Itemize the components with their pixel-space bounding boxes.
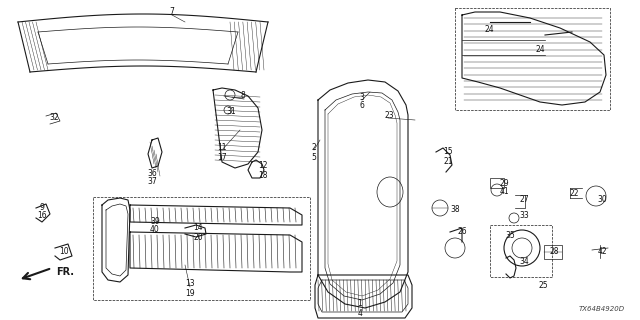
Text: 28: 28	[549, 247, 559, 257]
Text: 7: 7	[170, 7, 175, 17]
Text: 16: 16	[37, 212, 47, 220]
Text: 5: 5	[312, 153, 316, 162]
Text: 33: 33	[519, 212, 529, 220]
Text: 11: 11	[217, 143, 227, 153]
Text: 26: 26	[457, 228, 467, 236]
Text: 17: 17	[217, 153, 227, 162]
Text: 42: 42	[597, 247, 607, 257]
Text: 21: 21	[444, 156, 452, 165]
Text: 1: 1	[358, 300, 362, 308]
Text: 14: 14	[193, 223, 203, 233]
Text: 23: 23	[384, 110, 394, 119]
Text: 32: 32	[49, 113, 59, 122]
Bar	[490, 225, 552, 277]
Text: 24: 24	[535, 45, 545, 54]
Text: 3: 3	[360, 92, 364, 101]
Text: 40: 40	[150, 226, 160, 235]
Text: 25: 25	[538, 281, 548, 290]
Text: 4: 4	[358, 308, 362, 317]
Text: 9: 9	[40, 203, 44, 212]
Text: 39: 39	[150, 217, 160, 226]
Text: 34: 34	[519, 258, 529, 267]
Text: 8: 8	[241, 92, 245, 100]
Text: TX64B4920D: TX64B4920D	[579, 306, 625, 312]
Text: FR.: FR.	[56, 267, 74, 277]
Text: 22: 22	[569, 189, 579, 198]
Bar	[544, 245, 562, 259]
Text: 2: 2	[312, 143, 316, 153]
Text: 35: 35	[505, 230, 515, 239]
Text: 27: 27	[519, 196, 529, 204]
Text: 31: 31	[226, 108, 236, 116]
Text: 37: 37	[147, 178, 157, 187]
Text: 18: 18	[259, 171, 268, 180]
Text: 10: 10	[59, 247, 69, 257]
Text: 29: 29	[499, 179, 509, 188]
Text: 13: 13	[185, 279, 195, 289]
Text: 15: 15	[443, 148, 453, 156]
Text: 24: 24	[484, 26, 494, 35]
Text: 38: 38	[450, 205, 460, 214]
Text: 30: 30	[597, 195, 607, 204]
Text: 6: 6	[360, 101, 364, 110]
Text: 36: 36	[147, 170, 157, 179]
Text: 20: 20	[193, 233, 203, 242]
Text: 12: 12	[259, 162, 268, 171]
Text: 19: 19	[185, 289, 195, 298]
Bar	[490, 178, 504, 188]
Text: 41: 41	[499, 188, 509, 196]
